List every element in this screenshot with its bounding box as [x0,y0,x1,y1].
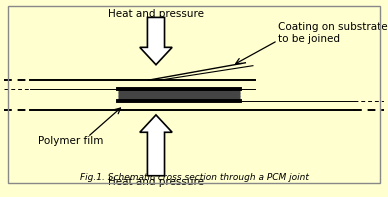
Text: Polymer film: Polymer film [38,136,103,146]
Text: Fig.1. Schematic cross section through a PCM joint: Fig.1. Schematic cross section through a… [80,173,308,181]
Text: Heat and pressure: Heat and pressure [108,177,204,187]
Bar [118,89,240,101]
Polygon shape [140,115,172,176]
Text: Coating on substrates
to be joined: Coating on substrates to be joined [278,22,388,44]
Text: Heat and pressure: Heat and pressure [108,9,204,19]
Polygon shape [140,17,172,65]
